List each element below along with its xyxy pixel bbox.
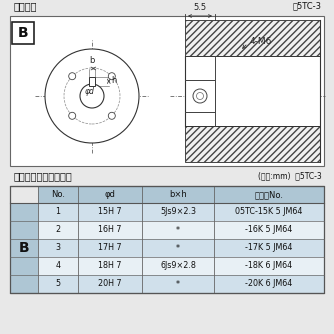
Text: 17H 7: 17H 7 xyxy=(98,243,122,253)
Bar xyxy=(38,221,324,239)
Text: φd: φd xyxy=(85,88,95,97)
Text: (単位:mm)  表5TC-3: (単位:mm) 表5TC-3 xyxy=(258,171,322,180)
Text: B: B xyxy=(19,241,29,255)
Circle shape xyxy=(69,73,76,80)
Bar xyxy=(38,275,324,293)
Text: 20H 7: 20H 7 xyxy=(98,280,122,289)
Circle shape xyxy=(108,112,115,119)
Circle shape xyxy=(80,84,104,108)
Circle shape xyxy=(108,73,115,80)
Bar xyxy=(38,186,324,203)
Text: -18K 6 JM64: -18K 6 JM64 xyxy=(245,262,293,271)
Circle shape xyxy=(69,112,76,119)
Text: 3: 3 xyxy=(55,243,60,253)
Circle shape xyxy=(45,49,139,143)
Text: 4: 4 xyxy=(55,262,60,271)
Text: 2: 2 xyxy=(55,225,60,234)
Text: h: h xyxy=(111,76,116,85)
Text: 囵5TC-3: 囵5TC-3 xyxy=(293,1,322,10)
Circle shape xyxy=(193,89,207,103)
Text: 18H 7: 18H 7 xyxy=(98,262,122,271)
Bar xyxy=(185,20,320,56)
Text: 軸穴形状コード一覧表: 軸穴形状コード一覧表 xyxy=(14,171,73,181)
Text: 5: 5 xyxy=(55,280,60,289)
Text: b: b xyxy=(89,56,95,65)
Text: φd: φd xyxy=(105,190,116,199)
Bar xyxy=(10,16,324,166)
Bar xyxy=(10,186,324,293)
Text: 05TC-15K 5 JM64: 05TC-15K 5 JM64 xyxy=(235,207,303,216)
Bar xyxy=(38,257,324,275)
Circle shape xyxy=(196,93,203,100)
Text: -16K 5 JM64: -16K 5 JM64 xyxy=(245,225,293,234)
Bar xyxy=(38,239,324,257)
Text: 16H 7: 16H 7 xyxy=(98,225,122,234)
Bar xyxy=(185,126,320,162)
Text: 5Js9×2.3: 5Js9×2.3 xyxy=(160,207,196,216)
Bar xyxy=(10,203,38,293)
Text: *: * xyxy=(176,225,180,234)
Text: 15H 7: 15H 7 xyxy=(98,207,122,216)
Text: -17K 5 JM64: -17K 5 JM64 xyxy=(245,243,293,253)
Text: 軸穴形状: 軸穴形状 xyxy=(14,1,37,11)
Bar xyxy=(185,80,215,112)
Bar xyxy=(38,203,324,221)
Bar xyxy=(185,56,320,126)
Text: *: * xyxy=(176,280,180,289)
Text: No.: No. xyxy=(51,190,65,199)
Text: 6Js9×2.8: 6Js9×2.8 xyxy=(160,262,196,271)
Text: *: * xyxy=(176,243,180,253)
Text: -20K 6 JM64: -20K 6 JM64 xyxy=(245,280,293,289)
Text: 1: 1 xyxy=(55,207,60,216)
Text: 5.5: 5.5 xyxy=(193,3,206,12)
Text: コードNo.: コードNo. xyxy=(255,190,284,199)
Text: 4-M6: 4-M6 xyxy=(250,37,272,46)
Text: B: B xyxy=(18,26,28,40)
Bar xyxy=(12,22,34,44)
Bar xyxy=(89,77,95,86)
Text: b×h: b×h xyxy=(169,190,187,199)
